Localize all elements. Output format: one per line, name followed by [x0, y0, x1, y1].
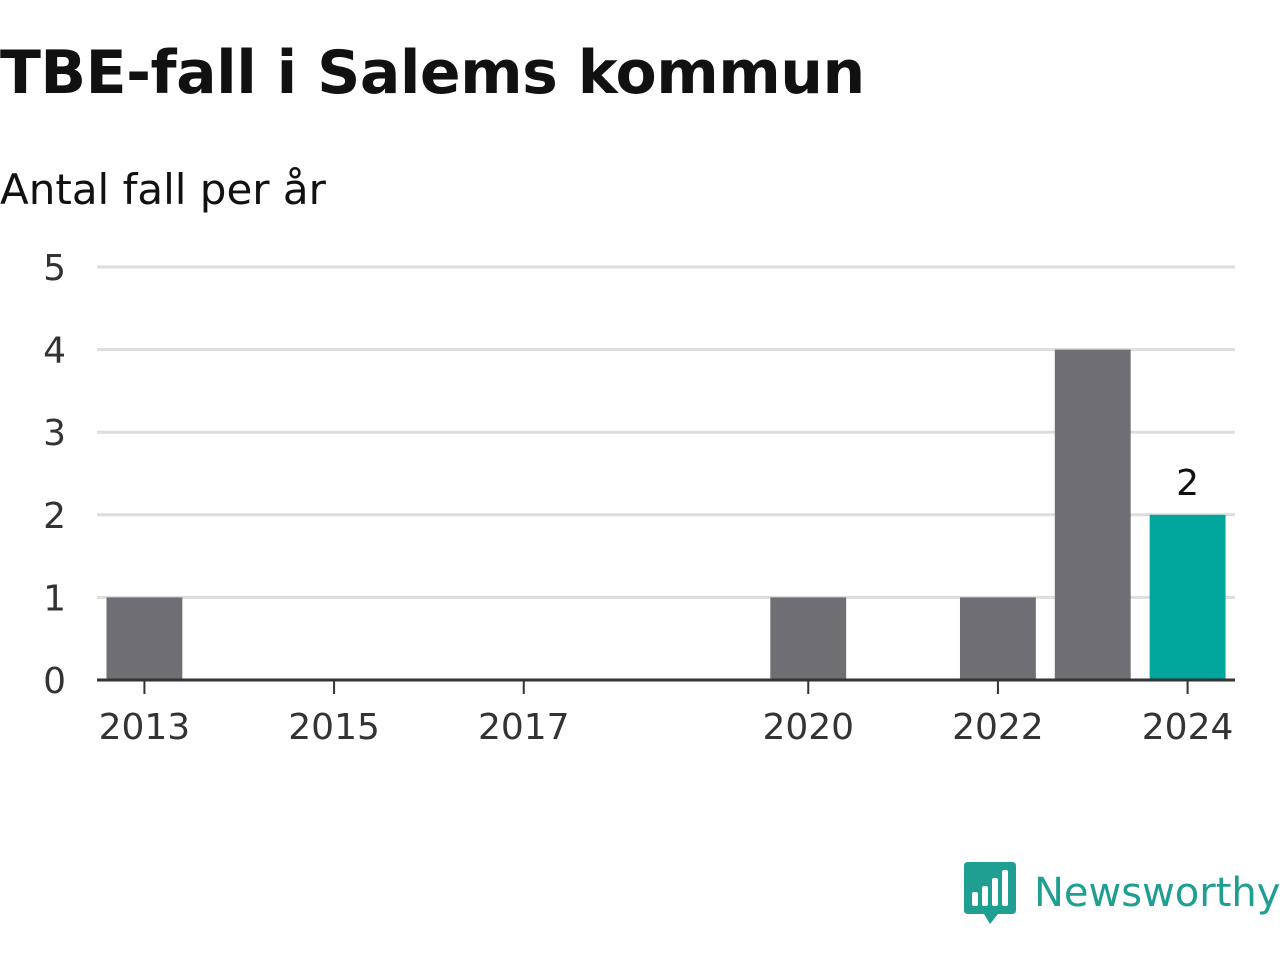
newsworthy-logo: Newsworthy: [964, 862, 1280, 924]
x-tick-label: 2020: [762, 707, 854, 748]
data-label: 2: [1176, 463, 1199, 504]
bar: [959, 597, 1036, 680]
bar: [1054, 349, 1131, 680]
bar-chart: 0 1 2 3 4 5 2013 2015 2017 2020 2022 2024 2: [43, 248, 1235, 748]
bar: [770, 597, 847, 680]
bar: [106, 597, 183, 680]
x-axis-labels: 2013 2015 2017 2020 2022 2024: [99, 707, 1234, 748]
bar-chart-speech-bubble-icon: [964, 862, 1016, 924]
x-tick-label: 2015: [288, 707, 380, 748]
gridlines: [97, 265, 1235, 599]
y-tick-label: 2: [43, 496, 66, 537]
y-axis-labels: 0 1 2 3 4 5: [43, 248, 66, 702]
x-tick-label: 2022: [952, 707, 1044, 748]
bars: [106, 349, 1226, 680]
x-tick-label: 2017: [478, 707, 570, 748]
data-labels: 2: [1176, 463, 1199, 504]
y-tick-label: 1: [43, 578, 66, 619]
brand-name: Newsworthy: [1034, 870, 1280, 916]
x-tick-label: 2024: [1142, 707, 1234, 748]
chart-subtitle: Antal fall per år: [0, 165, 326, 214]
y-tick-label: 3: [43, 413, 66, 454]
x-tick-label: 2013: [99, 707, 191, 748]
x-axis: [97, 678, 1235, 694]
y-tick-label: 4: [43, 331, 66, 372]
bar: [1149, 514, 1226, 680]
chart-title: TBE-fall i Salems kommun: [0, 38, 865, 108]
y-tick-label: 0: [43, 661, 66, 702]
y-tick-label: 5: [43, 248, 66, 289]
